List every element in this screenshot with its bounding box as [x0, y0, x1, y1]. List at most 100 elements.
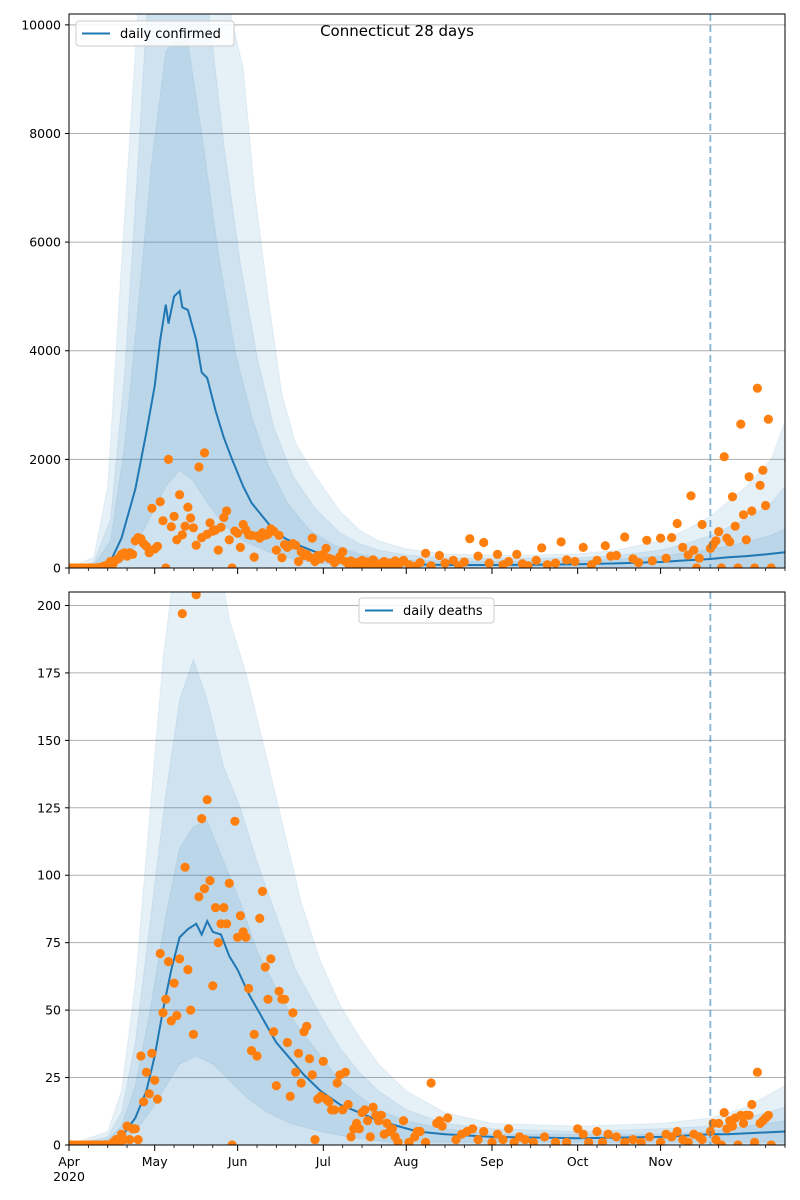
confirmed-observed-point-99 [338, 547, 348, 557]
confirmed-observed-point-174 [714, 527, 724, 537]
deaths-ytick-label-4: 100 [37, 868, 61, 883]
deaths-observed-point-143 [520, 1135, 530, 1145]
confirmed-observed-point-36 [163, 454, 174, 464]
confirmed-observed-point-161 [661, 553, 671, 563]
deaths-observed-point-129 [437, 1121, 447, 1131]
confirmed-observed-point-41 [177, 530, 187, 540]
confirmed-x-axis [68, 568, 786, 574]
deaths-observed-point-126 [426, 1078, 436, 1088]
confirmed-observed-point-181 [733, 563, 743, 568]
confirmed-observed-point-125 [421, 548, 431, 558]
deaths-ytick-label-2: 50 [45, 1003, 61, 1018]
confirmed-observed-point-51 [205, 518, 215, 528]
confirmed-observed-point-57 [222, 506, 232, 516]
deaths-observed-point-107 [360, 1105, 370, 1115]
deaths-observed-point-82 [291, 1067, 301, 1077]
confirmed-observed-point-159 [647, 556, 657, 566]
deaths-observed-point-84 [296, 1078, 306, 1088]
deaths-observed-point-81 [288, 1008, 298, 1018]
deaths-observed-point-74 [269, 1027, 279, 1037]
confirmed-observed-point-55 [216, 522, 226, 532]
deaths-observed-point-159 [656, 1137, 666, 1145]
deaths-observed-point-125 [421, 1137, 431, 1145]
deaths-xtick-label-5: Sep [480, 1154, 504, 1169]
confirmed-observed-point-62 [235, 542, 245, 553]
deaths-ytick-label-3: 75 [45, 935, 61, 950]
deaths-observed-point-110 [368, 1102, 378, 1112]
confirmed-observed-point-47 [194, 462, 204, 472]
deaths-observed-point-31 [150, 1075, 160, 1085]
deaths-observed-point-30 [147, 1048, 157, 1058]
deaths-observed-point-41 [177, 609, 187, 619]
confirmed-observed-point-166 [686, 491, 696, 501]
confirmed-observed-point-45 [188, 523, 198, 533]
confirmed-observed-point-151 [592, 555, 602, 566]
confirmed-observed-point-93 [321, 543, 331, 554]
deaths-observed-point-144 [528, 1137, 538, 1145]
confirmed-ytick-label-5: 10000 [21, 17, 61, 32]
deaths-observed-point-130 [443, 1113, 453, 1123]
confirmed-observed-point-83 [293, 556, 304, 567]
deaths-observed-point-190 [766, 1140, 776, 1145]
deaths-observed-point-184 [750, 1137, 760, 1145]
deaths-observed-point-147 [562, 1137, 572, 1145]
deaths-band-1 [69, 657, 785, 1145]
deaths-observed-point-50 [202, 795, 212, 805]
deaths-ytick-label-6: 150 [37, 733, 61, 748]
confirmed-observed-point-82 [291, 540, 301, 550]
deaths-observed-point-64 [241, 932, 251, 942]
deaths-xtick-label-3: Jul [315, 1154, 331, 1169]
confirmed-observed-point-173 [711, 536, 721, 546]
confirmed-ytick-label-0: 0 [53, 561, 61, 576]
deaths-observed-point-97 [332, 1078, 342, 1088]
confirmed-observed-point-190 [758, 465, 768, 475]
confirmed-observed-point-44 [186, 513, 196, 523]
deaths-observed-point-109 [365, 1132, 375, 1142]
confirmed-observed-point-167 [689, 545, 699, 555]
confirmed-ytick-label-2: 4000 [29, 343, 61, 358]
deaths-observed-point-155 [620, 1137, 630, 1145]
deaths-xtick-label-7: Nov [648, 1154, 673, 1169]
deaths-observed-point-35 [161, 994, 171, 1004]
deaths-xtick-label-0-line1: 2020 [53, 1169, 85, 1184]
confirmed-observed-point-42 [180, 521, 190, 531]
deaths-plot-frame [68, 591, 786, 1146]
deaths-observed-point-58 [224, 878, 234, 888]
confirmed-observed-point-135 [484, 558, 494, 568]
confirmed-observed-point-155 [620, 532, 630, 542]
deaths-observed-point-43 [183, 965, 193, 975]
confirmed-ytick-label-3: 6000 [29, 235, 61, 250]
confirmed-observed-point-59 [227, 563, 237, 568]
confirmed-observed-point-54 [213, 545, 223, 555]
confirmed-observed-point-124 [415, 558, 425, 568]
confirmed-observed-point-127 [434, 550, 444, 561]
confirmed-observed-point-176 [719, 452, 729, 462]
confirmed-plot-frame [68, 13, 786, 569]
confirmed-observed-point-191 [761, 500, 771, 511]
deaths-xtick-label-1: May [142, 1154, 168, 1169]
deaths-observed-point-76 [274, 986, 284, 996]
confirmed-observed-point-146 [556, 537, 566, 547]
confirmed-observed-point-38 [169, 511, 179, 521]
deaths-observed-point-140 [504, 1124, 514, 1134]
deaths-observed-point-157 [636, 1137, 646, 1145]
deaths-observed-point-164 [683, 1137, 693, 1145]
deaths-observed-point-94 [324, 1097, 334, 1107]
deaths-observed-point-38 [169, 978, 179, 988]
deaths-observed-point-83 [293, 1048, 304, 1058]
confirmed-observed-point-128 [440, 558, 450, 568]
deaths-observed-point-79 [282, 1037, 292, 1048]
deaths-legend-box [358, 597, 495, 624]
deaths-observed-point-89 [310, 1135, 320, 1145]
deaths-observed-point-57 [222, 919, 232, 929]
confirmed-observed-point-183 [738, 510, 749, 520]
confirmed-legend-box [75, 20, 235, 47]
deaths-ytick-label-1: 25 [45, 1070, 61, 1085]
confirmed-observed-point-142 [531, 555, 541, 566]
confirmed-observed-point-46 [191, 540, 201, 550]
deaths-observed-point-156 [628, 1135, 638, 1145]
deaths-observed-point-176 [727, 1121, 738, 1131]
confirmed-observed-point-152 [600, 541, 610, 551]
deaths-observed-point-59 [227, 1140, 237, 1145]
